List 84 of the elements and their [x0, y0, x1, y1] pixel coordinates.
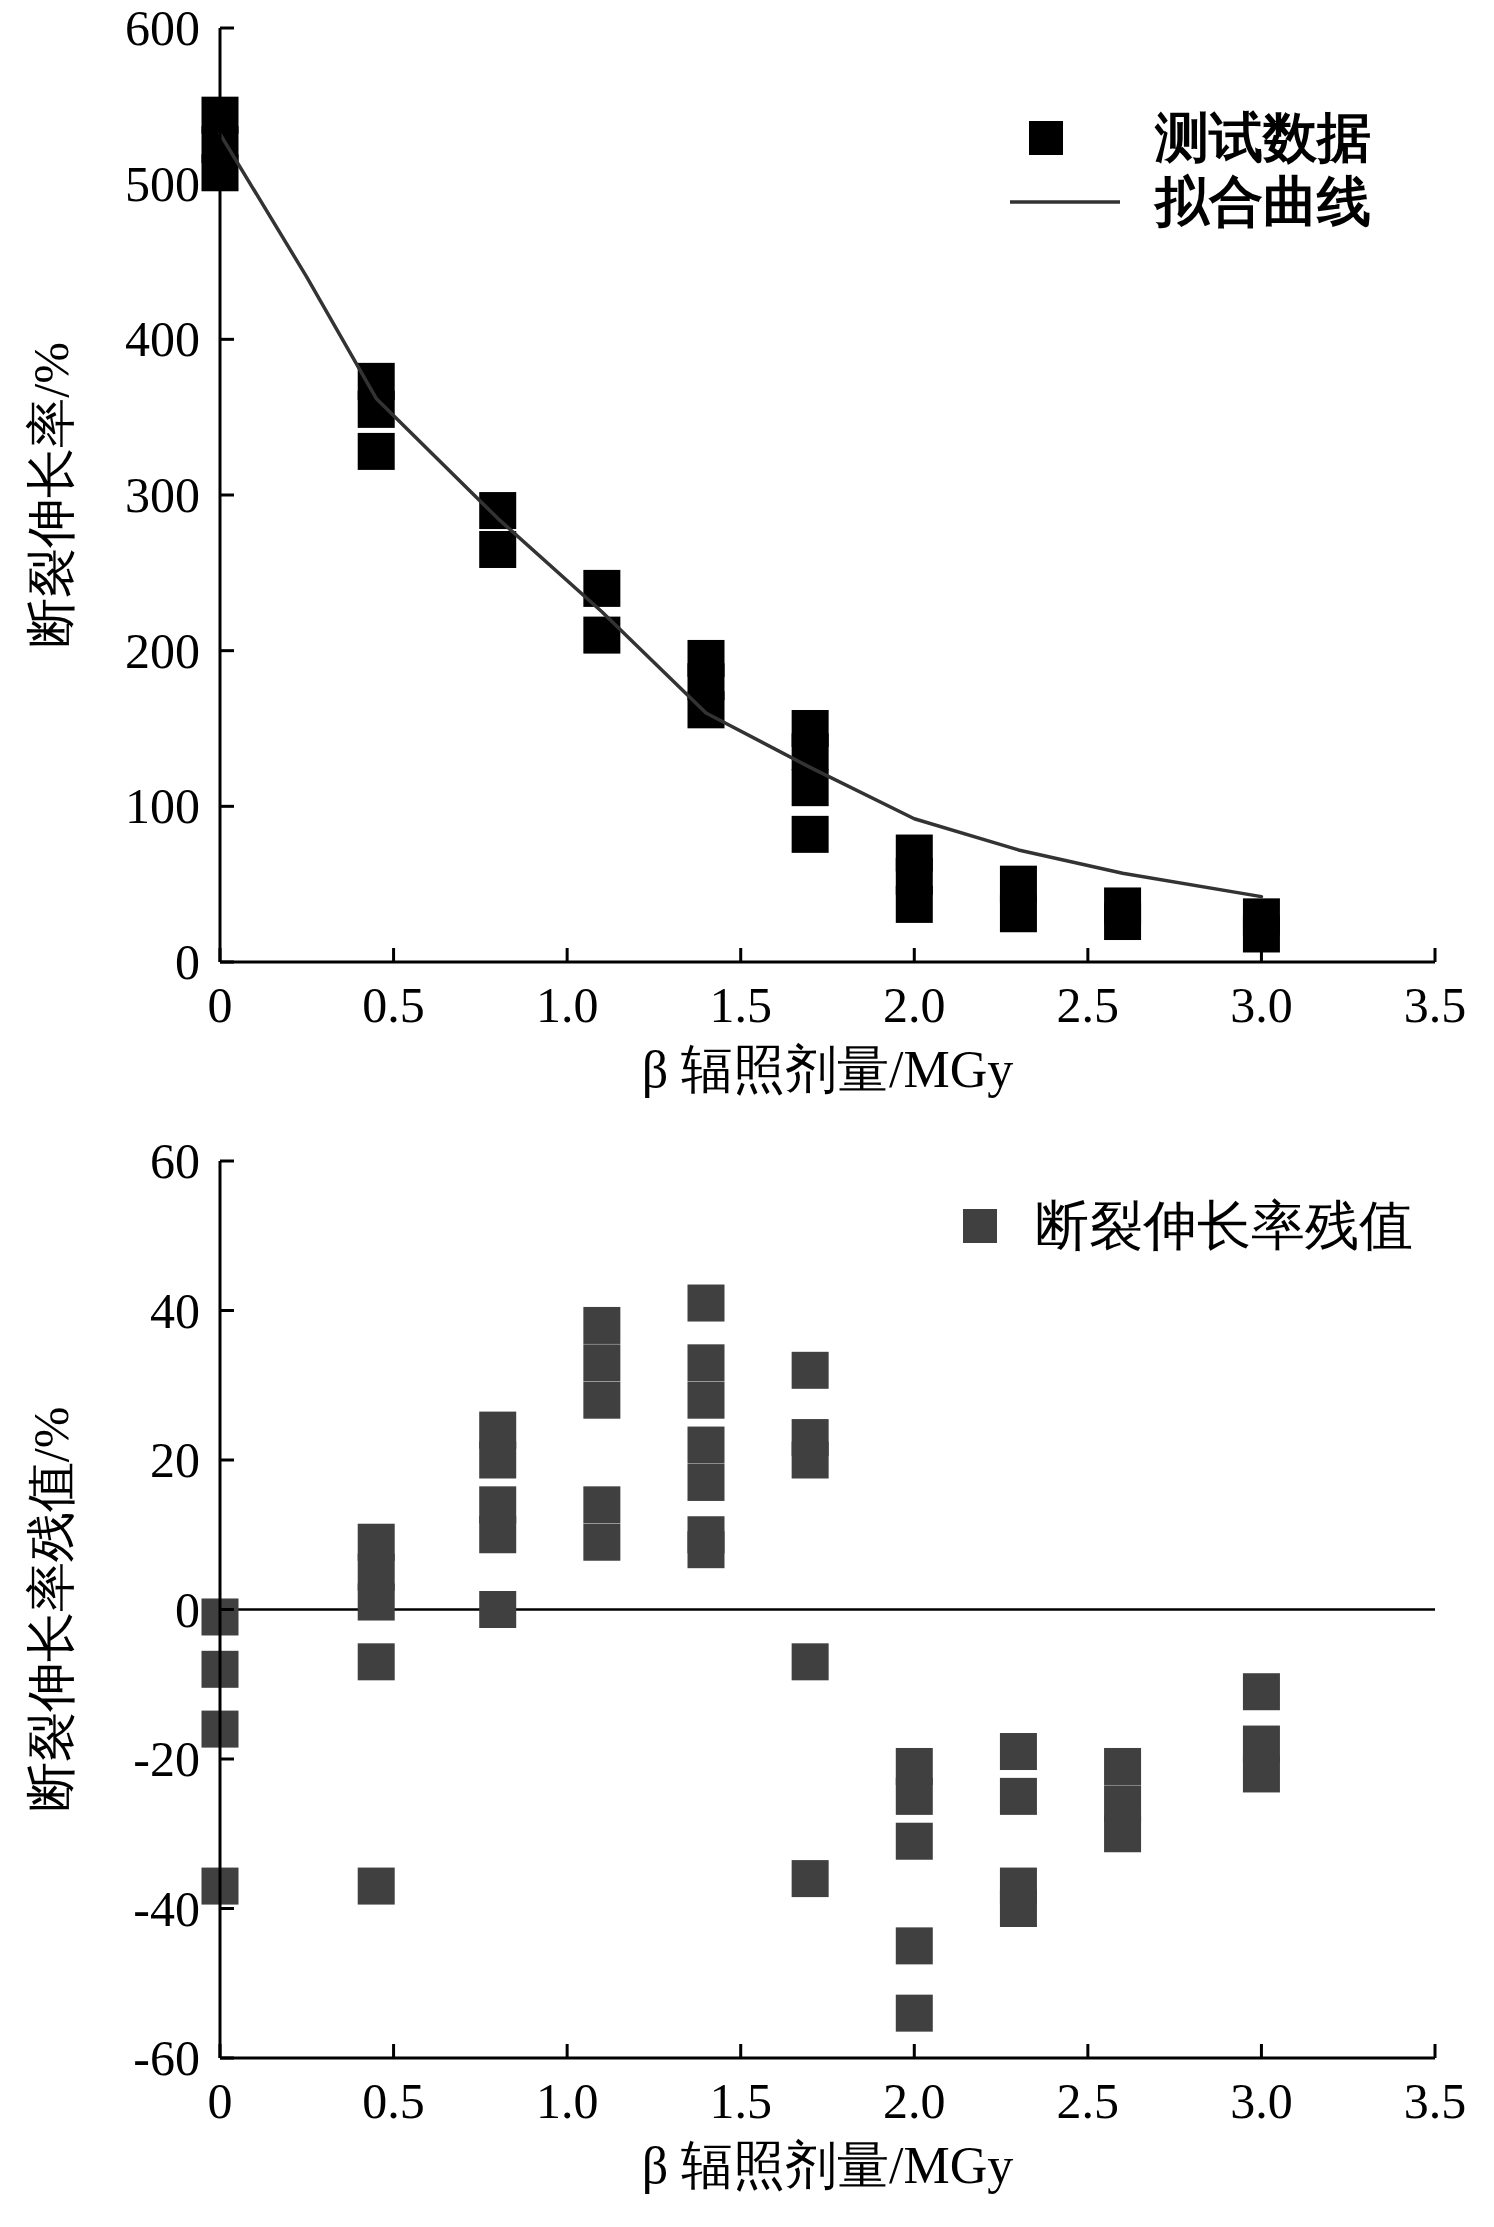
point [791, 1643, 829, 1681]
x-tick-label: 0.5 [362, 977, 425, 1033]
point [201, 1867, 239, 1905]
legend-label: 拟合曲线 [1153, 172, 1371, 232]
legend-label: 断裂伸长率残值 [1035, 1196, 1413, 1256]
point [1242, 1755, 1280, 1793]
y-axis-title: 断裂伸长率残值/% [23, 1406, 79, 1813]
point [687, 1463, 725, 1501]
point [357, 432, 395, 470]
y-tick-label: -60 [133, 2030, 200, 2086]
y-tick-label: -20 [133, 1731, 200, 1787]
point [479, 1591, 517, 1628]
y-tick-label: 100 [125, 778, 200, 835]
x-tick-label: 0.5 [362, 2073, 425, 2129]
y-tick-label: 20 [150, 1432, 200, 1488]
x-tick-label: 2.5 [1056, 977, 1120, 1033]
point [583, 1344, 621, 1382]
x-tick-label: 1.5 [709, 2073, 772, 2129]
point [201, 154, 239, 192]
point [687, 1531, 725, 1569]
point [1242, 1673, 1280, 1711]
x-tick-label: 1.0 [535, 2073, 599, 2129]
point [357, 1583, 395, 1621]
point [583, 1523, 621, 1561]
x-tick-label: 2.0 [883, 2073, 946, 2129]
point [999, 895, 1037, 933]
point [791, 1441, 829, 1479]
y-tick-label: 400 [125, 311, 200, 368]
x-tick-label: 3.5 [1403, 977, 1467, 1033]
point [583, 1486, 621, 1524]
point [583, 616, 621, 654]
point [999, 1733, 1037, 1771]
point [479, 1516, 517, 1554]
y-tick-label: 60 [150, 1133, 200, 1189]
point [201, 1710, 239, 1748]
point [791, 815, 829, 853]
point [357, 1867, 395, 1905]
point [201, 1650, 239, 1688]
point [895, 1822, 933, 1860]
y-tick-label: 200 [125, 622, 200, 679]
x-tick-label: 2.5 [1056, 2073, 1120, 2129]
point [791, 733, 829, 771]
x-axis-title: β 辐照剂量/MGy [641, 1041, 1014, 1098]
point [791, 1351, 829, 1389]
point [895, 1777, 933, 1815]
point [1104, 903, 1142, 941]
point [583, 1306, 621, 1344]
point [895, 1927, 933, 1965]
y-tick-label: -40 [133, 1880, 200, 1937]
y-axis-title: 断裂伸长率/% [23, 342, 79, 648]
point [1242, 915, 1280, 953]
point [999, 1890, 1037, 1927]
point [895, 1994, 933, 2032]
point [687, 1426, 725, 1464]
point [791, 769, 829, 807]
y-tick-label: 40 [150, 1282, 200, 1339]
y-tick-label: 300 [125, 467, 200, 523]
x-tick-label: 3.0 [1230, 2073, 1293, 2129]
x-tick-label: 2.0 [883, 977, 946, 1033]
point [791, 1860, 829, 1898]
x-tick-label: 1.5 [709, 977, 772, 1033]
y-tick-label: 600 [125, 0, 200, 56]
point [357, 390, 395, 428]
point [687, 1284, 725, 1322]
x-tick-label: 3.5 [1403, 2073, 1467, 2129]
point [479, 1441, 517, 1479]
x-axis-title: β 辐照剂量/MGy [641, 2137, 1014, 2194]
point [895, 885, 933, 923]
point [1104, 1747, 1142, 1785]
point [201, 1598, 239, 1636]
point [583, 569, 621, 607]
point [687, 1344, 725, 1382]
point [999, 1777, 1037, 1815]
y-tick-label: 0 [175, 934, 200, 990]
y-tick-label: 500 [125, 155, 200, 212]
y-tick-label: 0 [175, 1581, 200, 1638]
point [357, 1643, 395, 1681]
x-tick-label: 1.0 [535, 977, 599, 1033]
point [687, 1381, 725, 1419]
legend-label: 测试数据 [1154, 108, 1371, 168]
x-tick-label: 3.0 [1230, 977, 1293, 1033]
point [479, 530, 517, 568]
point [1104, 1815, 1142, 1853]
point [583, 1381, 621, 1419]
